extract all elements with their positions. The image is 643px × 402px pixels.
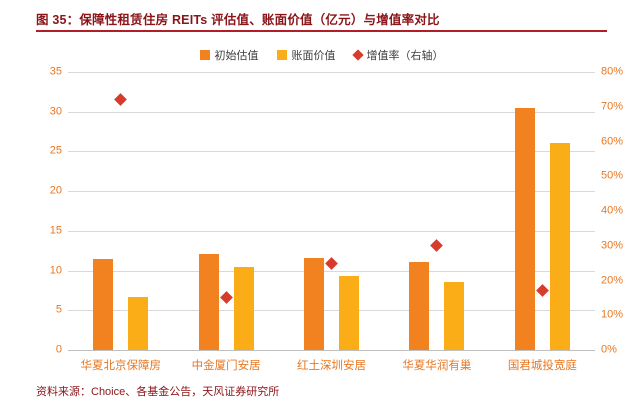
right-axis: 0% 10% 20% 30% 40% 50% 60% 70% 80% bbox=[601, 66, 641, 355]
category-label: 华夏北京保障房 bbox=[80, 360, 161, 372]
bar-book-value bbox=[128, 296, 149, 350]
axis-tick-label: 80% bbox=[601, 65, 624, 78]
axis-tick-label: 20 bbox=[49, 184, 62, 197]
axis-tick-label: 60% bbox=[601, 135, 624, 147]
diamond-legend-icon bbox=[351, 49, 364, 61]
gridline bbox=[68, 310, 595, 312]
category-group bbox=[173, 72, 278, 350]
gridline bbox=[68, 191, 595, 193]
axis-tick-label: 10 bbox=[49, 264, 62, 277]
gridline bbox=[68, 72, 595, 73]
axis-tick-label: 5 bbox=[55, 303, 62, 316]
bar-initial-valuation bbox=[198, 253, 219, 350]
axis-tick-label: 10% bbox=[601, 308, 624, 321]
bar-pair bbox=[384, 72, 489, 350]
gridline bbox=[68, 230, 595, 232]
left-axis: 0 5 10 15 20 25 30 35 bbox=[26, 66, 62, 355]
axis-tick-label: 30 bbox=[49, 105, 62, 118]
category-group bbox=[490, 72, 595, 350]
category-label: 国君城投宽庭 bbox=[507, 360, 577, 372]
source-note: 资料来源：Choice、各基金公告，天风证券研究所 bbox=[36, 386, 280, 398]
axis-tick-label: 15 bbox=[49, 224, 62, 237]
category-label: 中金厦门安居 bbox=[191, 360, 261, 372]
legend-label: 账面价值 bbox=[291, 50, 336, 62]
bar-pair bbox=[173, 72, 278, 350]
axis-tick-label: 40% bbox=[601, 204, 624, 217]
category-label: 华夏华润有巢 bbox=[402, 360, 472, 372]
axis-tick-label: 0 bbox=[55, 343, 62, 356]
square-legend-icon bbox=[276, 50, 287, 60]
axis-tick-label: 0% bbox=[601, 343, 617, 356]
bar-initial-valuation bbox=[409, 261, 430, 350]
bar-initial-valuation bbox=[303, 257, 324, 350]
category-group bbox=[68, 72, 173, 350]
gridline bbox=[68, 151, 595, 153]
x-axis-line bbox=[68, 350, 595, 351]
gridline bbox=[68, 111, 595, 113]
legend-label: 增值率（右轴） bbox=[366, 50, 444, 62]
category-group bbox=[384, 72, 489, 350]
figure-title: 图 35：保障性租赁住房 REITs 评估值、账面价值（亿元）与增值率对比 bbox=[36, 13, 440, 27]
bar-pair bbox=[68, 72, 173, 350]
chart-legend: 初始估值 账面价值 增值率（右轴） bbox=[0, 47, 643, 63]
legend-item-initial-valuation: 初始估值 bbox=[199, 47, 259, 63]
category-group bbox=[279, 72, 384, 350]
axis-tick-label: 35 bbox=[49, 65, 62, 78]
gridline bbox=[68, 270, 595, 272]
bar-book-value bbox=[549, 142, 570, 350]
category-label: 红土深圳安居 bbox=[297, 360, 367, 372]
title-divider bbox=[36, 30, 607, 32]
bar-book-value bbox=[233, 266, 254, 350]
bar-pair bbox=[279, 72, 384, 350]
legend-item-premium-rate: 增值率（右轴） bbox=[351, 47, 444, 63]
x-axis-labels: 华夏北京保障房 中金厦门安居 红土深圳安居 华夏华润有巢 国君城投宽庭 bbox=[68, 357, 595, 373]
axis-tick-label: 20% bbox=[601, 274, 624, 286]
bar-book-value bbox=[444, 281, 465, 350]
bar-book-value bbox=[338, 276, 359, 350]
axis-tick-label: 70% bbox=[601, 100, 624, 113]
square-legend-icon bbox=[199, 50, 210, 60]
axis-tick-label: 30% bbox=[601, 239, 624, 252]
legend-label: 初始估值 bbox=[214, 50, 259, 62]
axis-tick-label: 25 bbox=[49, 144, 62, 157]
legend-item-book-value: 账面价值 bbox=[276, 47, 336, 63]
bar-initial-valuation bbox=[514, 107, 535, 350]
bar-initial-valuation bbox=[93, 258, 114, 350]
chart-plot-area bbox=[68, 72, 595, 351]
axis-tick-label: 50% bbox=[601, 169, 624, 182]
bar-pair bbox=[490, 72, 595, 350]
